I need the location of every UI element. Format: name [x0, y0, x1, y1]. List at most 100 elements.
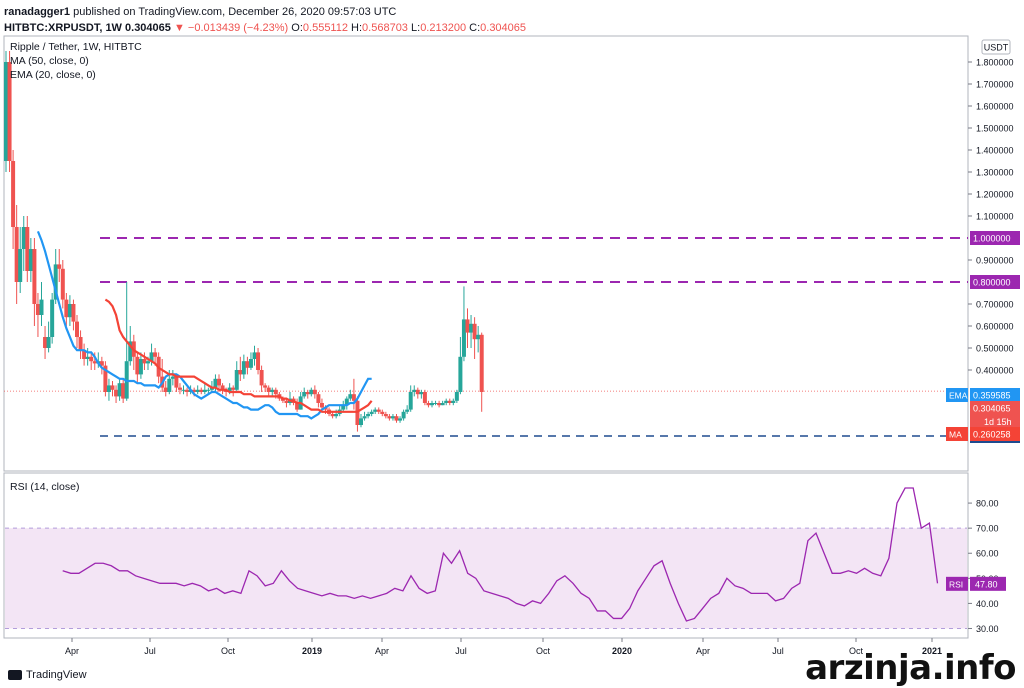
candle-body	[213, 378, 218, 388]
price-tick-label: 1.500000	[976, 124, 1014, 134]
rsi-tag: RSI	[949, 579, 963, 589]
candle-body	[217, 378, 221, 386]
time-tick-label: 2019	[302, 646, 322, 656]
price-tick-label: 1.200000	[976, 190, 1014, 200]
price-tick-label: 1.700000	[976, 80, 1014, 90]
candle-body	[220, 385, 225, 390]
candle-body	[46, 337, 51, 348]
candle-body	[231, 387, 236, 390]
low-value: 0.213200	[420, 22, 467, 34]
candle-body	[472, 323, 477, 340]
candle-body	[398, 418, 403, 421]
candle-body	[75, 321, 79, 337]
candle-body	[305, 392, 310, 395]
candle-body	[64, 299, 69, 318]
candle-body	[366, 414, 371, 417]
candle-body	[82, 350, 87, 359]
high-label: H:	[351, 22, 363, 34]
close-value: 0.304065	[480, 22, 527, 34]
candle-body	[7, 62, 12, 161]
candle-body	[50, 299, 55, 337]
time-tick-label: 2020	[612, 646, 632, 656]
candle-body	[14, 227, 19, 282]
candle-body	[248, 359, 253, 368]
last-price: 0.304065	[125, 22, 171, 34]
candle-body	[39, 299, 44, 315]
candle-body	[67, 304, 72, 318]
candle-body	[78, 337, 83, 351]
time-tick-label: Apr	[375, 646, 389, 656]
candle-body	[18, 249, 23, 282]
price-label-bg	[970, 427, 1020, 441]
time-tick-label: Apr	[65, 646, 79, 656]
rsi-tick-label: 30.00	[976, 624, 999, 634]
candle-body	[479, 334, 484, 392]
currency-label: USDT	[984, 43, 1009, 53]
candle-body	[369, 411, 374, 414]
candle-body	[444, 400, 449, 403]
price-tick-label: 1.400000	[976, 146, 1014, 156]
candle-body	[85, 356, 90, 359]
legend-ma[interactable]: MA (50, close, 0)	[10, 55, 89, 67]
legend-title: Ripple / Tether, 1W, HITBTC	[10, 41, 142, 53]
low-label: L:	[411, 22, 421, 34]
main-pane[interactable]	[3, 35, 969, 472]
candle-body	[316, 394, 321, 403]
countdown-bg	[970, 415, 1020, 428]
candle-body	[128, 341, 133, 362]
price-axis[interactable]: 1.0000000.8000000.1000001.8000001.700000…	[946, 58, 1020, 634]
candle-body	[71, 304, 76, 322]
price-label-value: 0.260258	[973, 430, 1011, 440]
candle-body	[252, 352, 257, 359]
symbol-label: HITBTC:XRPUSDT, 1W	[4, 22, 122, 34]
candle-body	[351, 394, 356, 401]
author-name[interactable]: ranadagger1	[4, 6, 71, 18]
candle-body	[11, 161, 16, 227]
candle-body	[28, 249, 33, 271]
candle-body	[32, 249, 37, 304]
candle-body	[426, 403, 431, 406]
candle-body	[295, 403, 300, 410]
candle-body	[401, 411, 406, 419]
candle-body	[302, 392, 307, 397]
tradingview-brand[interactable]: TradingView	[8, 669, 87, 681]
candle-body	[270, 389, 275, 392]
candle-body	[114, 389, 119, 397]
candle-body	[195, 389, 200, 392]
candle-body	[138, 359, 143, 375]
candle-body	[146, 361, 150, 364]
candle-body	[284, 400, 289, 403]
time-axis[interactable]: Apr Jul Oct 2019 Apr Jul Oct 2020 Apr Jul Oct 2021	[65, 638, 942, 656]
candle-body	[309, 389, 314, 395]
price-label-tag-bg	[946, 388, 968, 402]
candle-body	[437, 403, 442, 406]
candle-body	[447, 400, 452, 403]
candle-body	[53, 264, 58, 300]
candle-body	[273, 389, 278, 395]
candle-body	[469, 323, 474, 333]
currency-badge[interactable]: USDT	[981, 39, 1011, 55]
candle-body	[106, 385, 111, 392]
legend-rsi[interactable]: RSI (14, close)	[10, 481, 79, 493]
candle-body	[266, 387, 271, 392]
time-tick-label: 2021	[922, 646, 942, 656]
candle-body	[387, 416, 392, 419]
rsi-plot	[5, 487, 967, 629]
legend-ema[interactable]: EMA (20, close, 0)	[10, 69, 96, 81]
candle-body	[202, 389, 207, 392]
candle-body	[199, 389, 204, 392]
candle-body	[241, 361, 246, 375]
candle-body	[245, 361, 250, 368]
candle-body	[234, 370, 239, 390]
candle-body	[415, 389, 420, 395]
candle-body	[440, 403, 445, 406]
level-label: 0.800000	[973, 278, 1011, 288]
candle-body	[181, 389, 186, 391]
time-tick-label: Jul	[455, 646, 467, 656]
price-label-value: 0.359585	[973, 391, 1011, 401]
candle-body	[21, 227, 26, 249]
rsi-tick-label: 60.00	[976, 549, 999, 559]
candle-body	[373, 409, 378, 412]
rsi-tick-label: 70.00	[976, 524, 999, 534]
